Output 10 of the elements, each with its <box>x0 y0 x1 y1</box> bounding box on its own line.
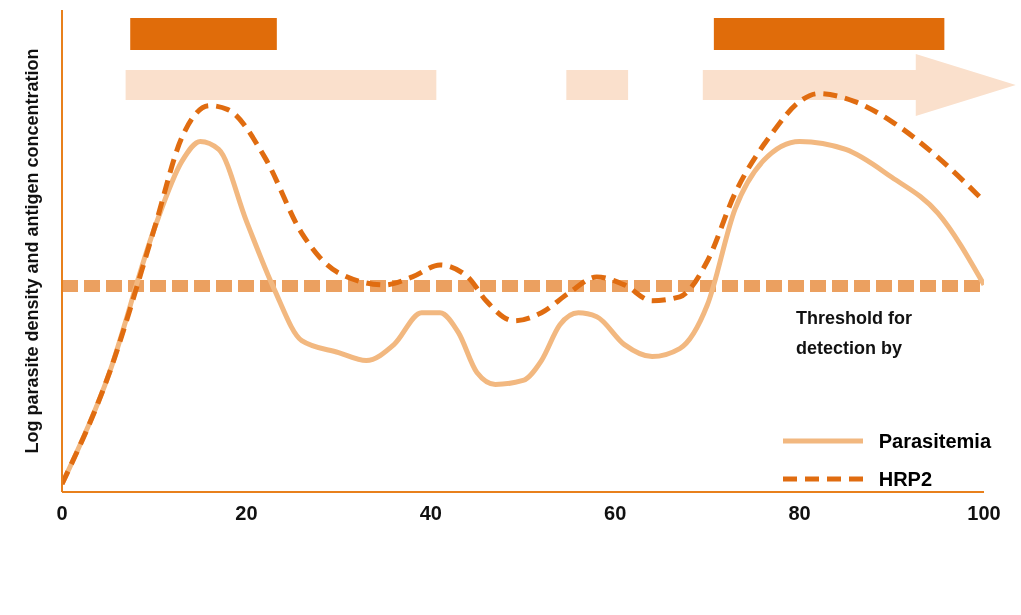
legend-label: Parasitemia <box>878 429 991 453</box>
x-tick-label: 40 <box>419 502 442 525</box>
x-tick-label: 0 <box>56 502 68 525</box>
x-tick-label: 20 <box>235 502 258 525</box>
x-tick-label: 80 <box>788 502 811 525</box>
ref-line-label: Threshold for detection by <box>796 308 912 359</box>
legend-label: HRP2 <box>878 467 933 491</box>
x-tick-label: 60 <box>604 502 627 525</box>
y-axis-title: Log parasite density and antigen concentration <box>22 48 43 454</box>
x-tick-label: 100 <box>967 502 1001 525</box>
